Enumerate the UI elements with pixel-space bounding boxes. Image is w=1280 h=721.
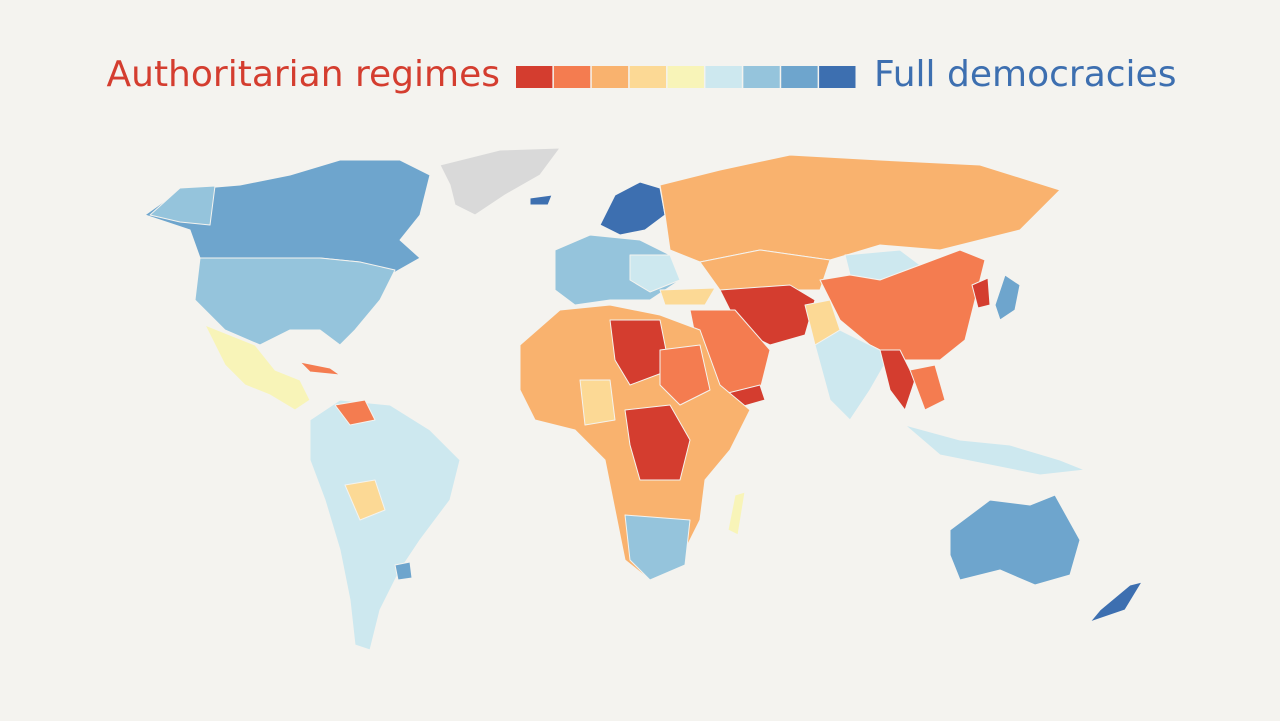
russia [659,154,1061,263]
legend-left-label: Authoritarian regimes [107,54,501,95]
mexico [204,324,311,411]
legend-swatch [516,66,553,88]
southern-africa [624,514,691,581]
world-map [144,147,1143,651]
legend-swatch [781,66,818,88]
greenland [439,147,561,216]
cuba [299,361,341,376]
south-america [309,399,461,651]
legend-scale [516,66,856,88]
myanmar [879,349,916,411]
legend-right-label: Full democracies [874,54,1176,95]
turkey [659,287,716,306]
legend-swatch [553,66,591,88]
madagascar [727,491,746,536]
bolivia [344,479,386,521]
legend-swatch [743,66,780,88]
indochina [909,364,946,411]
legend-swatch [667,66,704,88]
japan [994,274,1021,321]
legend-swatch [629,66,667,88]
legend-swatch [705,66,742,88]
venezuela [334,399,376,426]
australia [949,494,1081,586]
new-zealand [1089,581,1143,623]
usa [194,257,396,346]
uruguay [394,561,413,581]
nigeria [579,379,616,426]
india [814,329,891,421]
sudan [659,344,711,406]
north-korea [971,277,991,309]
central-africa [624,404,691,481]
legend-swatch [591,66,629,88]
alaska [149,185,216,226]
indonesia [904,424,1086,476]
libya-chad [609,319,671,386]
eastern-europe [629,254,681,293]
iceland [529,194,553,206]
legend-swatch [819,66,856,88]
